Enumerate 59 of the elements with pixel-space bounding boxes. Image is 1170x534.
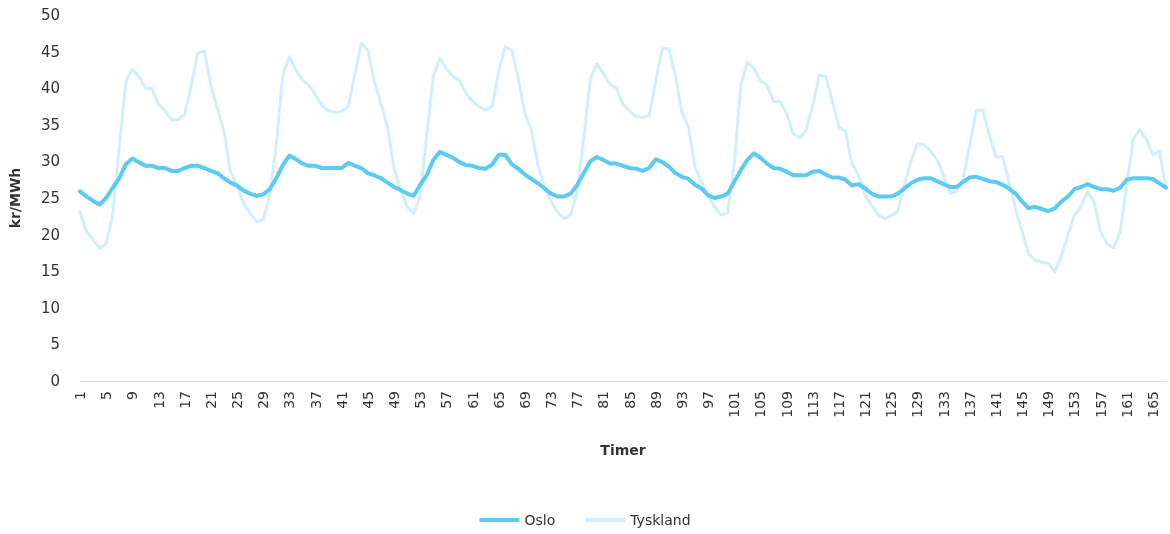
x-tick-label: 13 — [150, 391, 167, 409]
x-tick-label: 109 — [778, 391, 795, 418]
y-tick-label: 45 — [40, 42, 60, 61]
x-tick-label: 21 — [202, 391, 219, 409]
y-axis-title: kr/MWh — [7, 167, 23, 229]
x-tick-label: 33 — [281, 391, 298, 409]
x-tick-label: 137 — [961, 391, 978, 418]
y-tick-label: 5 — [50, 335, 60, 354]
x-tick-label: 17 — [176, 391, 193, 409]
x-tick-label: 149 — [1040, 391, 1057, 418]
y-tick-label: 10 — [40, 298, 60, 317]
x-tick-label: 45 — [359, 391, 376, 409]
x-tick-label: 97 — [700, 391, 717, 409]
y-tick-label: 40 — [40, 79, 60, 98]
x-tick-label: 25 — [229, 391, 246, 409]
x-tick-label: 77 — [569, 391, 586, 409]
x-tick-label: 73 — [543, 391, 560, 409]
x-tick-label: 125 — [883, 391, 900, 418]
y-tick-label: 50 — [40, 6, 60, 24]
y-tick-label: 25 — [40, 189, 60, 207]
x-tick-label: 133 — [935, 391, 952, 418]
x-tick-label: 61 — [464, 391, 481, 409]
x-axis-title: Timer — [600, 442, 646, 458]
x-tick-label: 113 — [804, 391, 821, 418]
x-tick-label: 157 — [1092, 391, 1109, 418]
x-tick-label: 29 — [255, 391, 272, 409]
y-tick-label: 15 — [40, 262, 60, 281]
y-tick-label: 20 — [40, 225, 60, 244]
x-tick-label: 41 — [333, 391, 350, 409]
x-tick-label: 9 — [124, 391, 141, 400]
x-tick-label: 69 — [516, 391, 533, 409]
legend-label: Tyskland — [629, 512, 691, 528]
y-tick-label: 35 — [40, 115, 60, 134]
x-tick-label: 161 — [1118, 391, 1135, 418]
x-tick-label: 121 — [857, 391, 874, 418]
x-tick-label: 49 — [386, 391, 403, 409]
x-tick-label: 145 — [1014, 391, 1031, 418]
y-tick-label: 0 — [50, 372, 60, 390]
x-tick-label: 1 — [72, 391, 88, 400]
x-tick-label: 37 — [307, 391, 324, 409]
x-tick-label: 85 — [621, 391, 638, 409]
x-tick-label: 101 — [726, 391, 743, 418]
line-series — [78, 149, 1168, 214]
x-tick-label: 65 — [490, 391, 507, 409]
x-tick-label: 117 — [830, 391, 847, 418]
x-tick-label: 153 — [1066, 391, 1083, 418]
x-tick-label: 57 — [438, 391, 455, 409]
line-series — [78, 42, 1168, 274]
x-tick-label: 89 — [647, 391, 664, 409]
x-tick-label: 141 — [987, 391, 1004, 418]
x-tick-label: 53 — [412, 391, 429, 409]
x-tick-label: 5 — [98, 391, 115, 400]
y-tick-label: 30 — [40, 152, 60, 171]
x-tick-label: 165 — [1144, 391, 1161, 418]
x-tick-label: 93 — [673, 391, 690, 409]
x-tick-label: 105 — [752, 391, 769, 418]
x-tick-label: 129 — [909, 391, 926, 418]
x-tick-label: 81 — [595, 391, 612, 409]
legend-label: Oslo — [524, 512, 556, 528]
